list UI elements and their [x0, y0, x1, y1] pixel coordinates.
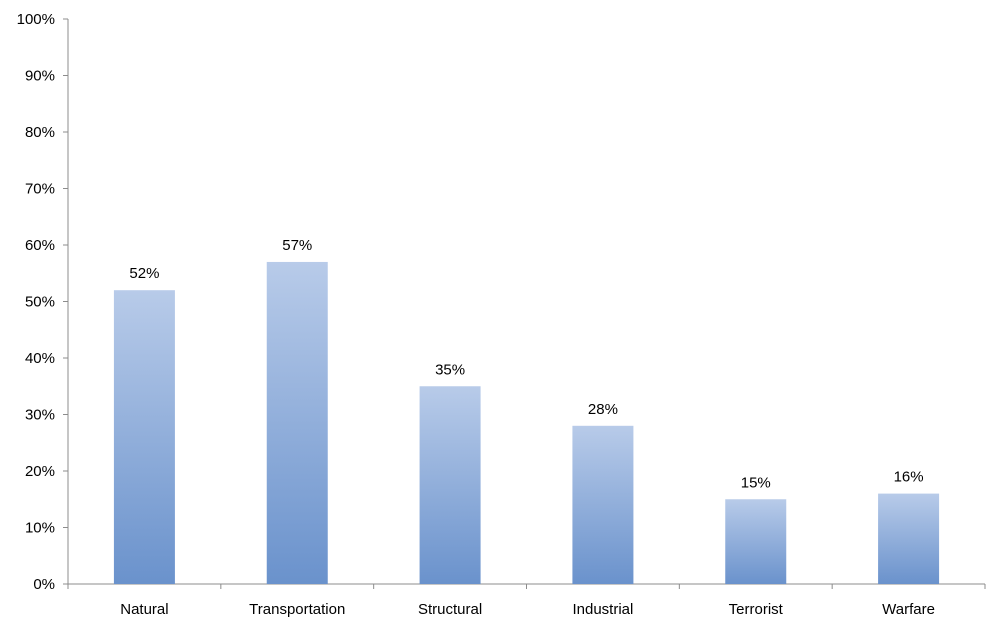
x-tick-label-transportation: Transportation [249, 601, 345, 618]
bar-warfare [878, 493, 940, 584]
x-tick-label-warfare: Warfare [882, 601, 935, 618]
y-tick-label: 80% [25, 124, 55, 141]
bars-group [113, 261, 940, 584]
y-axis: 0% 10% 20% 30% 40% 50% 60% 70% 80% 90% 100% [17, 11, 69, 593]
bar-natural [113, 290, 175, 584]
x-tick-label-natural: Natural [120, 601, 168, 618]
y-tick-label: 30% [25, 407, 55, 424]
bar-structural [419, 386, 481, 584]
y-tick-label: 90% [25, 68, 55, 85]
x-tick-label-structural: Structural [418, 601, 482, 618]
bar-transportation [266, 261, 328, 584]
data-label-industrial: 28% [588, 401, 618, 418]
data-label-transportation: 57% [282, 237, 312, 254]
data-label-natural: 52% [129, 265, 159, 282]
y-tick-label: 40% [25, 350, 55, 367]
bar-terrorist [725, 499, 787, 584]
data-label-structural: 35% [435, 361, 465, 378]
y-tick-label: 70% [25, 181, 55, 198]
data-labels-group: 52% 57% 35% 28% 15% 16% [129, 237, 923, 491]
bar-industrial [572, 425, 634, 584]
x-tick-label-industrial: Industrial [572, 601, 633, 618]
x-axis: Natural Transportation Structural Industria… [67, 583, 986, 618]
y-tick-label: 0% [33, 576, 55, 593]
y-tick-label: 20% [25, 463, 55, 480]
data-label-warfare: 16% [894, 469, 924, 486]
x-tick-label-terrorist: Terrorist [729, 601, 784, 618]
y-tick-label: 60% [25, 237, 55, 254]
y-tick-label: 50% [25, 294, 55, 311]
y-tick-label: 10% [25, 520, 55, 537]
y-tick-label: 100% [17, 11, 55, 28]
data-label-terrorist: 15% [741, 474, 771, 491]
